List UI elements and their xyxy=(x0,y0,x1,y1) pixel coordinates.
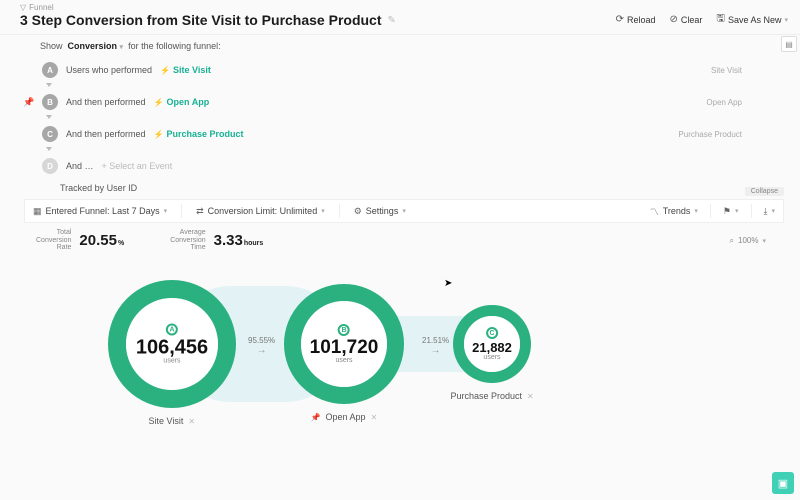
show-suffix: for the following funnel: xyxy=(128,41,221,51)
bolt-icon: ⚡ xyxy=(160,66,170,75)
bolt-icon: ⚡ xyxy=(154,130,164,139)
arrow-right-icon: → xyxy=(257,345,267,356)
flag-icon: ⚑ xyxy=(723,206,731,217)
funnel-node[interactable]: C 21,882users xyxy=(453,305,531,383)
collapse-button[interactable]: Collapse xyxy=(745,187,784,196)
step-badge: D xyxy=(42,158,58,174)
step-summary-label: Purchase Product xyxy=(678,130,742,139)
quicklook-button[interactable]: ▤ xyxy=(781,36,797,52)
breadcrumb-label: Funnel xyxy=(29,3,53,12)
funnel-node-label[interactable]: Site Visit✕ xyxy=(149,416,196,426)
bolt-icon: ⚡ xyxy=(154,98,164,107)
save-label: Save As New xyxy=(728,15,782,25)
step-prefix: Users who performed xyxy=(66,65,152,75)
show-metric-dropdown[interactable]: Conversion ▾ xyxy=(68,41,124,51)
reload-label: Reload xyxy=(627,15,656,25)
pin-icon[interactable]: 📌 xyxy=(23,97,34,108)
step-badge: C xyxy=(42,126,58,142)
step-event-link[interactable]: ⚡Site Visit xyxy=(160,65,211,75)
node-value: 21,882 xyxy=(472,341,512,354)
node-letter-badge: A xyxy=(166,324,178,336)
remove-node-icon[interactable]: ✕ xyxy=(188,417,195,426)
flag-button[interactable]: ⚑▾ xyxy=(723,206,739,217)
breadcrumb: ▽ Funnel xyxy=(20,3,396,12)
gear-icon: ⚙ xyxy=(354,206,362,217)
step-prefix: And then performed xyxy=(66,129,146,139)
trends-icon: 〽 xyxy=(650,205,659,218)
reload-icon: ⟳ xyxy=(616,14,624,25)
clear-icon: ⊘ xyxy=(670,14,678,25)
reload-button[interactable]: ⟳ Reload xyxy=(616,14,656,25)
step-conversion-label: 21.51%→ xyxy=(422,336,449,356)
save-icon: 🖫 xyxy=(716,11,725,28)
node-value: 101,720 xyxy=(310,338,379,357)
download-icon: ⤓ xyxy=(764,206,768,217)
step-summary-label: Open App xyxy=(706,98,742,107)
avg-conversion-time-metric: Average Conversion Time 3.33hours xyxy=(170,229,263,252)
help-fab[interactable]: ▣ xyxy=(772,472,794,494)
remove-node-icon[interactable]: ✕ xyxy=(527,392,534,401)
conversion-limit-dropdown[interactable]: ⇄ Conversion Limit: Unlimited▾ xyxy=(196,206,325,217)
node-unit: users xyxy=(163,358,180,365)
step-event-link[interactable]: ⚡Open App xyxy=(154,97,210,107)
briefcase-icon: ▣ xyxy=(778,477,788,490)
search-icon: ⌕ xyxy=(730,236,734,246)
step-event-link[interactable]: ⚡Purchase Product xyxy=(154,129,244,139)
step-prefix: And then performed xyxy=(66,97,146,107)
arrow-right-icon: → xyxy=(431,345,441,356)
pencil-icon[interactable]: ✎ xyxy=(388,15,396,26)
page-title: 3 Step Conversion from Site Visit to Pur… xyxy=(20,12,382,28)
trends-dropdown[interactable]: 〽 Trends▾ xyxy=(650,205,698,218)
tracked-by-label[interactable]: Tracked by User ID xyxy=(60,183,776,193)
step-event-link[interactable]: + Select an Event xyxy=(102,161,173,171)
funnel-node[interactable]: A 106,456users xyxy=(108,280,236,408)
step-prefix: And … xyxy=(66,161,94,171)
step-badge: B xyxy=(42,94,58,110)
step-conversion-label: 95.55%→ xyxy=(248,336,275,356)
funnel-node-label[interactable]: Purchase Product✕ xyxy=(451,391,534,401)
chevron-down-icon: ▾ xyxy=(784,16,788,24)
node-letter-badge: B xyxy=(338,324,350,336)
funnel-node-label[interactable]: 📌Open App✕ xyxy=(311,412,378,422)
funnel-step-row: D And … + Select an Event xyxy=(24,153,776,179)
funnel-icon: ▽ xyxy=(20,3,26,12)
funnel-node[interactable]: B 101,720users xyxy=(284,284,404,404)
zoom-dropdown[interactable]: ⌕ 100%▾ xyxy=(730,236,766,246)
node-letter-badge: C xyxy=(486,327,498,339)
funnel-step-row: A Users who performed ⚡Site Visit Site Visi… xyxy=(24,57,776,83)
funnel-step-row: C And then performed ⚡Purchase Product Purc… xyxy=(24,121,776,147)
step-summary-label: Site Visit xyxy=(711,66,742,75)
calendar-icon: ▦ xyxy=(33,206,42,217)
clear-button[interactable]: ⊘ Clear xyxy=(670,14,703,25)
pin-icon: 📌 xyxy=(311,413,321,422)
show-label: Show xyxy=(40,41,63,51)
save-as-new-button[interactable]: 🖫 Save As New ▾ xyxy=(716,11,788,28)
step-badge: A xyxy=(42,62,58,78)
date-range-dropdown[interactable]: ▦ Entered Funnel: Last 7 Days▾ xyxy=(33,206,167,217)
total-conversion-rate-metric: Total Conversion Rate 20.55% xyxy=(36,229,124,252)
node-unit: users xyxy=(483,354,500,361)
swap-icon: ⇄ xyxy=(196,206,204,217)
funnel-chart: A106,456usersSite Visit✕B101,720users📌Op… xyxy=(24,258,784,448)
settings-dropdown[interactable]: ⚙ Settings▾ xyxy=(354,206,406,217)
remove-node-icon[interactable]: ✕ xyxy=(371,413,378,422)
node-value: 106,456 xyxy=(136,338,208,358)
download-button[interactable]: ⤓▾ xyxy=(764,206,776,217)
clear-label: Clear xyxy=(681,15,703,25)
node-unit: users xyxy=(335,357,352,364)
funnel-step-row: 📌 B And then performed ⚡Open App Open App xyxy=(24,89,776,115)
